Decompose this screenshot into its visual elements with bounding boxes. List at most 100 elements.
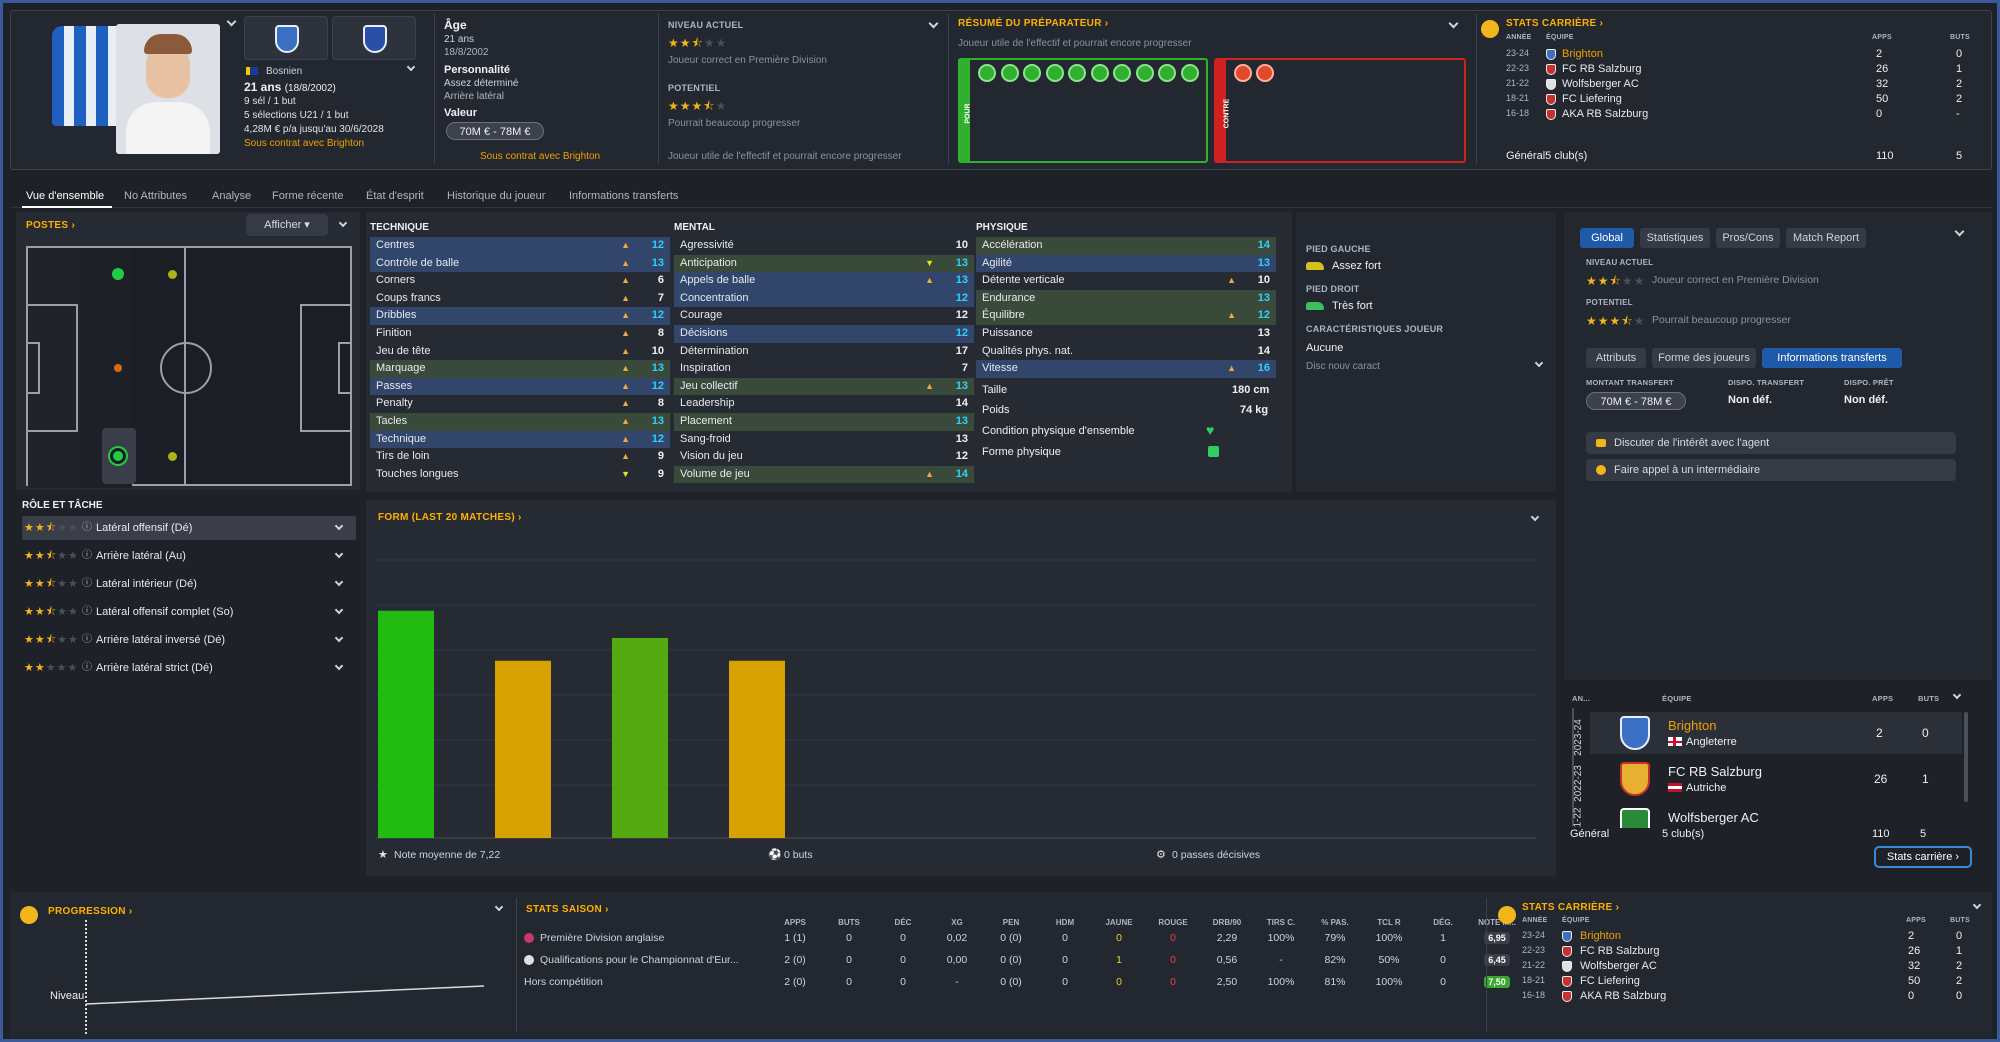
positions-title[interactable]: POSTES ›: [26, 220, 76, 231]
role-chevron-icon[interactable]: [334, 661, 344, 671]
form-title[interactable]: FORM (LAST 20 MATCHES) ›: [378, 512, 522, 523]
season-col-header[interactable]: TCL R: [1377, 918, 1401, 927]
nation-badge-box[interactable]: [332, 16, 416, 60]
sub-tab-attributes[interactable]: Attributs: [1586, 348, 1646, 368]
season-col-header[interactable]: DÉG.: [1433, 918, 1453, 927]
career-bot-team[interactable]: FC Liefering: [1580, 975, 1640, 987]
role-row[interactable]: ★★⯪★★ ⓘ Latéral intérieur (Dé): [22, 572, 356, 596]
physique-attr-row[interactable]: Endurance 13: [976, 289, 1276, 308]
technique-attr-row[interactable]: Finition ▲ 8: [370, 325, 670, 343]
physique-attr-row[interactable]: Équilibre ▲ 12: [976, 307, 1276, 325]
role-row[interactable]: ★★★★★ ⓘ Arrière latéral strict (Dé): [22, 656, 356, 680]
mental-attr-row[interactable]: Courage 12: [674, 307, 974, 325]
form-bar[interactable]: [729, 660, 785, 838]
pour-trait-icon-2[interactable]: [1000, 64, 1019, 82]
mental-attr-row[interactable]: Sang-froid 13: [674, 431, 974, 449]
mental-attr-row[interactable]: Inspiration 7: [674, 360, 974, 378]
tab-recent-form[interactable]: Forme récente: [272, 190, 344, 202]
afficher-dropdown[interactable]: Afficher ▾: [246, 214, 328, 236]
club-badge-box[interactable]: [244, 16, 328, 60]
contract-status[interactable]: Sous contrat avec Brighton: [244, 138, 365, 149]
right-tab-stats[interactable]: Statistiques: [1640, 228, 1710, 248]
season-col-header[interactable]: PEN: [1002, 918, 1020, 927]
physique-attr-row[interactable]: Vitesse ▲ 16: [976, 360, 1276, 378]
physique-attr-row[interactable]: Agilité 13: [976, 254, 1276, 273]
season-col-header[interactable]: BUTS: [838, 918, 860, 927]
career-mid-row-2[interactable]: FC RB Salzburg Autriche 26 1: [1590, 758, 1962, 800]
right-tab-global[interactable]: Global: [1580, 228, 1634, 248]
sub-tab-transfer[interactable]: Informations transferts: [1762, 348, 1902, 368]
mental-attr-row[interactable]: Jeu collectif ▲ 13: [674, 377, 974, 396]
mental-attr-row[interactable]: Appels de balle ▲ 13: [674, 272, 974, 290]
season-row[interactable]: Première Division anglaise 1 (1) 0 0 0,02 0 (…: [524, 927, 1524, 949]
career-mid-scrollbar[interactable]: [1964, 712, 1968, 802]
technique-attr-row[interactable]: Technique ▲ 12: [370, 430, 670, 449]
season-col-header[interactable]: JAUNE: [1105, 918, 1133, 927]
role-chevron-icon[interactable]: [334, 521, 344, 531]
sub-tab-form[interactable]: Forme des joueurs: [1652, 348, 1756, 368]
intermediary-button[interactable]: Faire appel à un intermédiaire: [1586, 459, 1956, 481]
technique-attr-row[interactable]: Tirs de loin ▲ 9: [370, 448, 670, 466]
mental-attr-row[interactable]: Agressivité 10: [674, 237, 974, 255]
career-bot-team[interactable]: FC RB Salzburg: [1580, 945, 1660, 957]
career-bot-team[interactable]: AKA RB Salzburg: [1580, 990, 1667, 1002]
technique-attr-row[interactable]: Dribbles ▲ 12: [370, 307, 670, 325]
mental-attr-row[interactable]: Anticipation ▼ 13: [674, 254, 974, 273]
physique-attr-row[interactable]: Accélération 14: [976, 237, 1276, 255]
role-row[interactable]: ★★⯪★★ ⓘ Arrière latéral inversé (Dé): [22, 628, 356, 652]
physique-attr-row[interactable]: Qualités phys. nat. 14: [976, 343, 1276, 361]
season-row[interactable]: Hors compétition 2 (0) 0 0 - 0 (0) 0 0 0 2,50 100%…: [524, 971, 1524, 993]
career-top-team[interactable]: Wolfsberger AC: [1562, 78, 1639, 90]
mental-attr-row[interactable]: Volume de jeu ▲ 14: [674, 465, 974, 484]
mental-attr-row[interactable]: Concentration 12: [674, 289, 974, 308]
position-dot-olive-1[interactable]: [168, 270, 177, 279]
career-stats-button[interactable]: Stats carrière ›: [1874, 846, 1972, 868]
technique-attr-row[interactable]: Coups francs ▲ 7: [370, 290, 670, 308]
transfer-amount-pill[interactable]: 70M € - 78M €: [1586, 392, 1686, 410]
pour-trait-icon-1[interactable]: [978, 64, 996, 82]
pour-trait-icon-10[interactable]: [1180, 64, 1199, 82]
career-top-title[interactable]: STATS CARRIÈRE ›: [1506, 18, 1604, 29]
technique-attr-row[interactable]: Jeu de tête ▲ 10: [370, 343, 670, 361]
career-top-team[interactable]: AKA RB Salzburg: [1562, 108, 1649, 120]
technique-attr-row[interactable]: Centres ▲ 12: [370, 237, 670, 255]
right-tab-matchreport[interactable]: Match Report: [1786, 228, 1866, 248]
season-title[interactable]: STATS SAISON ›: [526, 904, 609, 915]
career-top-team[interactable]: FC Liefering: [1562, 93, 1622, 105]
role-chevron-icon[interactable]: [334, 605, 344, 615]
season-col-header[interactable]: ROUGE: [1158, 918, 1188, 927]
form-bar[interactable]: [378, 610, 434, 838]
pour-trait-icon-3[interactable]: [1023, 64, 1041, 82]
contre-trait-icon-1[interactable]: [1234, 64, 1252, 82]
tab-no-attributes[interactable]: No Attributes: [124, 190, 187, 202]
technique-attr-row[interactable]: Touches longues ▼ 9: [370, 466, 670, 484]
position-dot-green-selected[interactable]: [110, 448, 126, 464]
role-row[interactable]: ★★⯪★★ ⓘ Latéral offensif complet (So): [22, 600, 356, 624]
role-chevron-icon[interactable]: [334, 549, 344, 559]
value-pill[interactable]: 70M € - 78M €: [446, 122, 544, 140]
technique-attr-row[interactable]: Penalty ▲ 8: [370, 395, 670, 413]
season-col-header[interactable]: TIRS C.: [1266, 918, 1296, 927]
technique-attr-row[interactable]: Passes ▲ 12: [370, 377, 670, 396]
pour-trait-icon-4[interactable]: [1045, 64, 1064, 82]
mental-attr-row[interactable]: Leadership 14: [674, 395, 974, 413]
season-col-header[interactable]: HDM: [1055, 918, 1075, 927]
role-chevron-icon[interactable]: [334, 577, 344, 587]
season-col-header[interactable]: NOTE M...: [1478, 918, 1516, 927]
tab-history[interactable]: Historique du joueur: [447, 190, 546, 202]
right-tab-proscons[interactable]: Pros/Cons: [1716, 228, 1780, 248]
role-chevron-icon[interactable]: [334, 633, 344, 643]
career-bot-title[interactable]: STATS CARRIÈRE ›: [1522, 902, 1620, 913]
career-top-team[interactable]: FC RB Salzburg: [1562, 63, 1642, 75]
career-top-team[interactable]: Brighton: [1562, 48, 1603, 60]
position-dot-orange[interactable]: [114, 364, 122, 372]
physique-attr-row[interactable]: Détente verticale ▲ 10: [976, 272, 1276, 290]
tab-overview[interactable]: Vue d'ensemble: [26, 190, 105, 202]
career-mid-row-1[interactable]: Brighton Angleterre 2 0: [1590, 712, 1962, 754]
form-bar[interactable]: [612, 638, 668, 838]
position-dot-green-1[interactable]: [112, 268, 124, 280]
pour-trait-icon-8[interactable]: [1135, 64, 1154, 82]
discuss-agent-button[interactable]: Discuter de l'intérêt avec l'agent: [1586, 432, 1956, 454]
technique-attr-row[interactable]: Contrôle de balle ▲ 13: [370, 254, 670, 273]
form-bar[interactable]: [495, 660, 551, 838]
